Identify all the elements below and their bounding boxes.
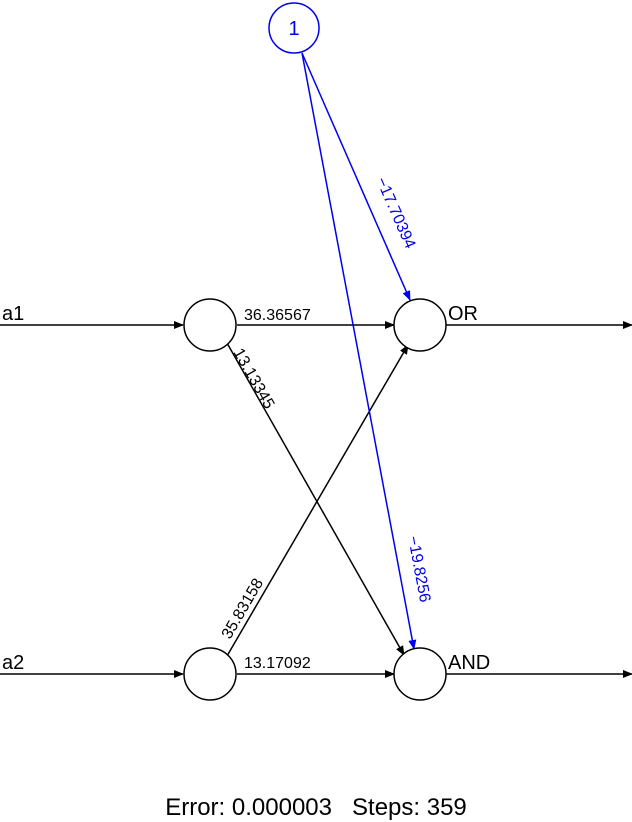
bias-node-label: 1 <box>288 18 299 40</box>
output-node-or <box>393 298 447 352</box>
edge-a2-or <box>226 344 409 657</box>
hidden-node-a2 <box>183 647 237 701</box>
hidden-node-a1 <box>183 298 237 352</box>
weight-label-a1-and: 13.13345 <box>230 346 278 413</box>
input-label-a2: a2 <box>2 652 24 674</box>
output-label-and: AND <box>448 652 490 674</box>
steps-value: 359 <box>427 794 467 821</box>
error-label: Error: <box>165 794 225 821</box>
bias-edge-or <box>301 52 411 301</box>
bias-node <box>268 2 320 54</box>
bias-edge-and <box>301 52 417 650</box>
output-node-and <box>393 647 447 701</box>
training-summary: Error: 0.000003 Steps: 359 <box>165 794 467 821</box>
weight-label-a2-and: 13.17092 <box>244 655 311 672</box>
error-value: 0.000003 <box>232 794 332 821</box>
steps-label: Steps: <box>352 794 420 821</box>
edge-a1-and <box>226 342 405 656</box>
bias-weight-label-or: −17.70394 <box>372 175 418 252</box>
input-label-a1: a1 <box>2 303 24 325</box>
bias-weight-label-and: −19.8256 <box>404 535 433 604</box>
output-label-or: OR <box>448 303 478 325</box>
weight-label-a2-or: 35.83158 <box>219 576 267 642</box>
weight-label-a1-or: 36.36567 <box>244 307 311 324</box>
